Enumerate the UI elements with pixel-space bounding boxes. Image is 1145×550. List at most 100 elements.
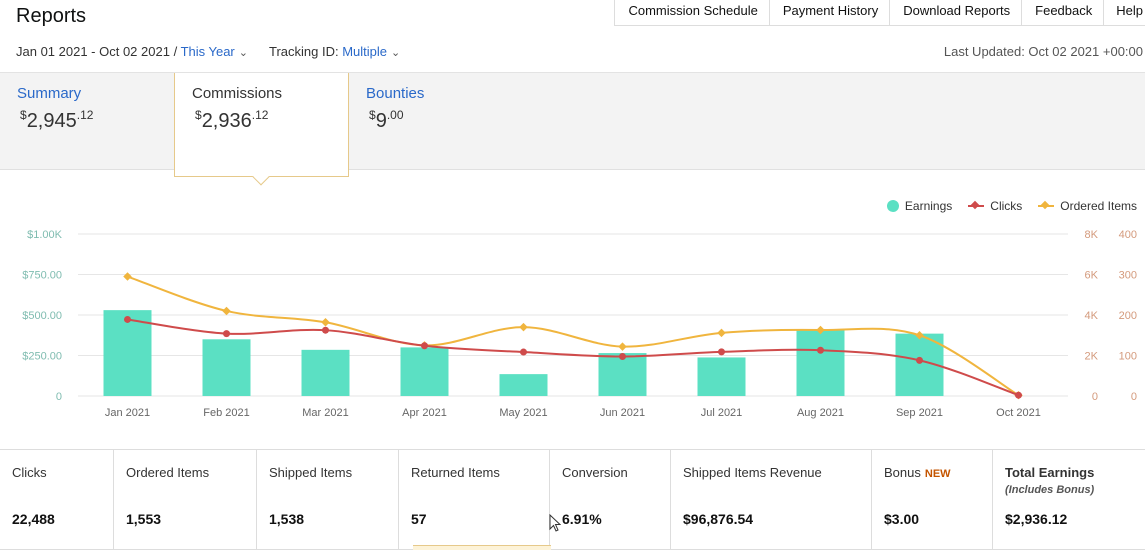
line-clicks [127, 318, 1019, 397]
point-ordered-items [717, 328, 726, 338]
tab-commissions-label: Commissions [192, 85, 283, 102]
point-clicks [718, 348, 725, 356]
mouse-cursor-icon [549, 514, 561, 532]
y-left-tick-label: $500.00 [22, 310, 62, 322]
legend-ordered-items[interactable]: Ordered Items [1038, 199, 1137, 213]
x-tick-label: Aug 2021 [797, 407, 844, 419]
clicks-line-icon [968, 200, 985, 212]
bar-earnings [400, 347, 449, 396]
legend-clicks[interactable]: Clicks [968, 199, 1022, 213]
x-tick-label: Oct 2021 [996, 407, 1041, 419]
y-left-tick-label: $250.00 [22, 351, 62, 363]
x-tick-label: Sep 2021 [896, 407, 943, 419]
new-badge: NEW [924, 468, 951, 480]
y-right-clicks-tick-label: 0 [1092, 391, 1098, 403]
x-tick-label: Jul 2021 [701, 407, 743, 419]
download-reports-link[interactable]: Download Reports [889, 0, 1022, 26]
active-tab-caret [252, 168, 270, 186]
feedback-link[interactable]: Feedback [1021, 0, 1104, 26]
ordered-items-line-icon [1038, 200, 1055, 212]
commission-schedule-link[interactable]: Commission Schedule [614, 0, 769, 26]
bar-earnings [697, 357, 746, 396]
y-right-items-tick-label: 300 [1119, 270, 1137, 282]
tab-summary[interactable]: Summary $2,945.12 [0, 73, 174, 171]
tab-summary-amount: $2,945.12 [20, 108, 94, 132]
metric-bonus-value: $3.00 [884, 511, 920, 527]
tracking-id-label: Tracking ID: [269, 44, 339, 59]
help-link[interactable]: Help [1103, 0, 1145, 26]
metric-returned-items-value: 57 [411, 511, 427, 527]
point-clicks [223, 330, 230, 338]
metric-total-earnings-value: $2,936.12 [1005, 511, 1068, 527]
metric-returned-items: Returned Items 57 [399, 450, 550, 549]
tab-bounties-label: Bounties [366, 85, 425, 102]
chevron-down-icon[interactable]: ⌄ [238, 47, 248, 59]
point-ordered-items [618, 342, 627, 351]
point-clicks [817, 346, 824, 354]
metric-ordered-items: Ordered Items 1,553 [114, 450, 257, 549]
tracking-id-dropdown[interactable]: Multiple [342, 44, 388, 59]
metrics-row: Clicks 22,488 Ordered Items 1,553 Shipped … [0, 449, 1145, 550]
bar-earnings [103, 310, 152, 396]
bar-earnings [301, 349, 350, 396]
point-ordered-items [321, 318, 330, 327]
x-tick-label: Jan 2021 [105, 407, 150, 419]
point-clicks [619, 353, 626, 361]
y-right-items-tick-label: 200 [1119, 310, 1137, 322]
line-ordered-items [127, 275, 1020, 397]
point-ordered-items [915, 331, 924, 340]
x-tick-label: Feb 2021 [203, 407, 249, 419]
date-range-text: Jan 01 2021 - Oct 02 2021 [16, 44, 170, 59]
y-right-items-tick-label: 0 [1131, 391, 1137, 403]
metric-shipped-items-revenue: Shipped Items Revenue $96,876.54 [671, 450, 872, 549]
report-filters: Jan 01 2021 - Oct 02 2021 / This Year ⌄ T… [16, 44, 400, 59]
top-links: Commission Schedule Payment History Down… [614, 0, 1145, 26]
point-clicks [421, 342, 428, 350]
y-right-clicks-tick-label: 6K [1085, 270, 1099, 282]
point-clicks [124, 315, 131, 323]
metric-conversion-value: 6.91% [562, 511, 602, 527]
metric-shipped-items: Shipped Items 1,538 [257, 450, 399, 549]
point-clicks [916, 356, 923, 364]
point-clicks [1015, 391, 1022, 399]
earnings-dot-icon [886, 200, 899, 212]
earnings-chart: 0 0 0 $250.00 2K 100 $500.00 4K 200 $750.00 6K 300 $… [22, 229, 1137, 419]
metric-selection-indicator [413, 545, 551, 550]
x-tick-label: Apr 2021 [402, 407, 447, 419]
tab-commissions-amount: $2,936.12 [195, 108, 269, 132]
payment-history-link[interactable]: Payment History [768, 0, 890, 26]
total-earnings-note: (Includes Bonus) [1005, 484, 1095, 496]
bar-earnings [202, 339, 251, 396]
x-tick-label: Mar 2021 [302, 407, 348, 419]
y-left-tick-label: 0 [56, 391, 62, 403]
page-title: Reports [16, 5, 87, 27]
y-right-clicks-tick-label: 2K [1085, 351, 1099, 363]
metric-total-earnings: Total Earnings (Includes Bonus) $2,936.12 [993, 450, 1145, 549]
date-separator: / [169, 44, 181, 59]
bar-earnings [796, 330, 845, 396]
x-tick-label: May 2021 [499, 407, 547, 419]
last-updated: Last Updated: Oct 02 2021 +00:00 [943, 44, 1143, 59]
legend-earnings[interactable]: Earnings [886, 199, 952, 213]
point-clicks [520, 348, 527, 356]
point-clicks [322, 326, 329, 334]
y-left-tick-label: $1.00K [27, 229, 63, 241]
chart-legend: Earnings Clicks Ordered Items [871, 199, 1137, 213]
tab-commissions[interactable]: Commissions $2,936.12 [174, 73, 349, 186]
point-ordered-items [222, 306, 231, 316]
metric-clicks-value: 22,488 [12, 511, 55, 527]
y-right-items-tick-label: 100 [1119, 351, 1137, 363]
tab-bounties-amount: $9.00 [369, 108, 404, 132]
point-ordered-items [123, 272, 132, 281]
point-ordered-items [519, 322, 528, 332]
tab-summary-label: Summary [17, 85, 82, 102]
date-range-dropdown[interactable]: This Year [180, 44, 235, 59]
bar-earnings [499, 374, 548, 396]
chevron-down-icon[interactable]: ⌄ [391, 47, 401, 59]
y-left-tick-label: $750.00 [22, 270, 62, 282]
tab-bounties[interactable]: Bounties $9.00 [349, 73, 523, 171]
y-right-clicks-tick-label: 8K [1085, 229, 1099, 241]
x-tick-label: Jun 2021 [600, 407, 645, 419]
y-right-items-tick-label: 400 [1119, 229, 1137, 241]
metric-clicks: Clicks 22,488 [0, 450, 114, 549]
